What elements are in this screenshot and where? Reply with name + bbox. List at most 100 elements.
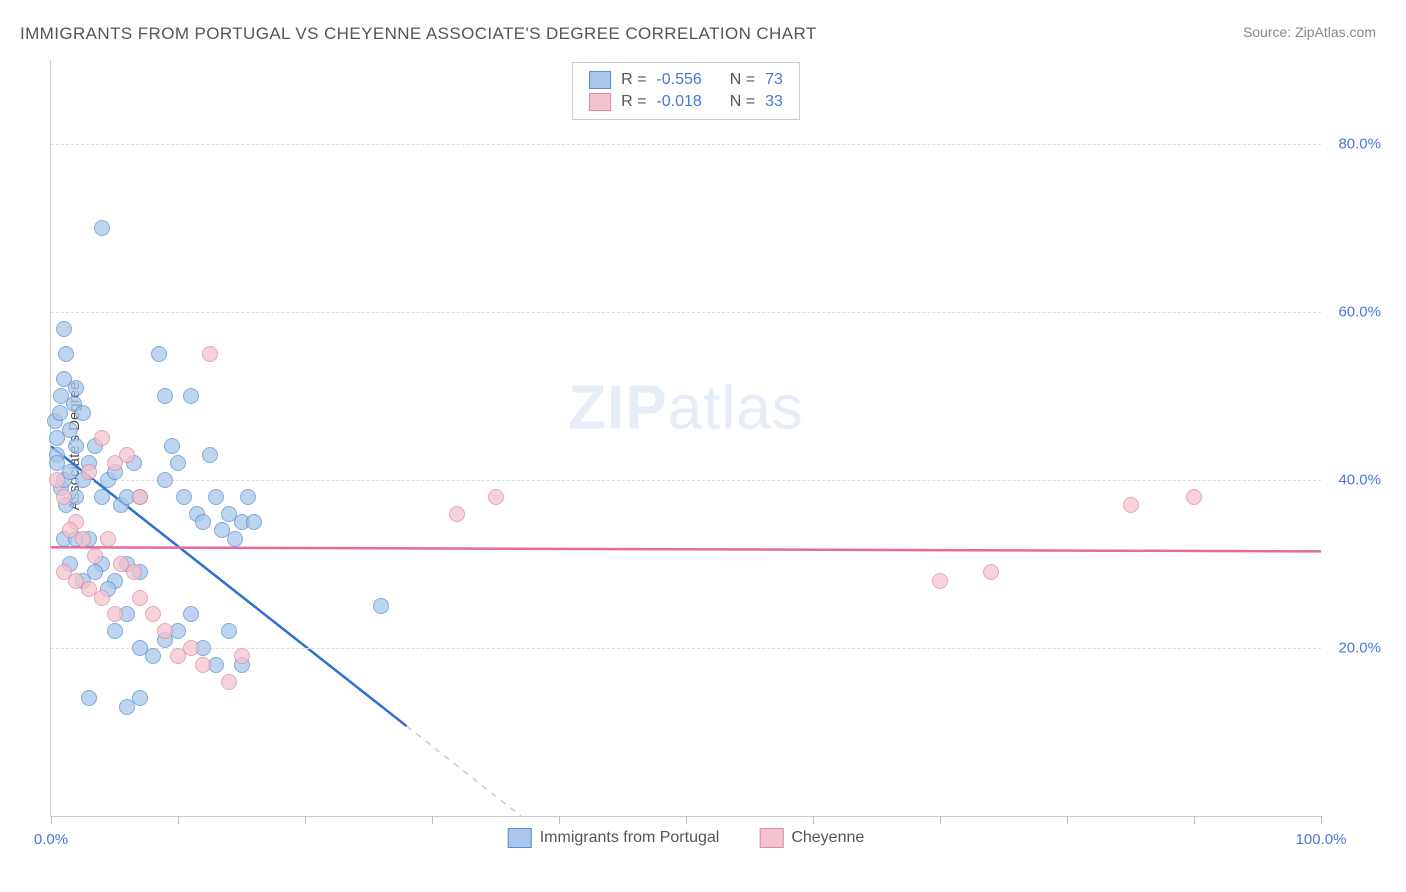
scatter-point-portugal (87, 564, 103, 580)
legend-swatch (589, 71, 611, 89)
gridline (51, 144, 1321, 145)
stats-row: R = -0.556 N = 73 (589, 69, 783, 91)
scatter-point-cheyenne (157, 623, 173, 639)
watermark-text: ZIPatlas (568, 372, 803, 443)
scatter-point-portugal (170, 455, 186, 471)
x-tick-label: 100.0% (1296, 831, 1347, 848)
scatter-point-portugal (145, 648, 161, 664)
scatter-point-cheyenne (119, 447, 135, 463)
r-value: -0.556 (656, 71, 701, 89)
scatter-point-portugal (94, 220, 110, 236)
x-tick (1194, 816, 1195, 824)
y-tick-label: 40.0% (1338, 472, 1381, 489)
scatter-point-portugal (68, 438, 84, 454)
regression-lines-svg (51, 60, 1321, 816)
legend-item: Cheyenne (759, 828, 864, 848)
scatter-point-portugal (94, 489, 110, 505)
r-label: R = (621, 71, 646, 89)
scatter-point-cheyenne (94, 430, 110, 446)
scatter-point-cheyenne (449, 506, 465, 522)
scatter-point-portugal (81, 690, 97, 706)
scatter-point-cheyenne (107, 606, 123, 622)
y-tick-label: 20.0% (1338, 640, 1381, 657)
regression-line-dashed (407, 726, 521, 816)
scatter-point-cheyenne (94, 590, 110, 606)
scatter-point-portugal (62, 422, 78, 438)
legend-swatch (508, 828, 532, 848)
gridline (51, 312, 1321, 313)
x-tick (686, 816, 687, 824)
scatter-point-cheyenne (87, 548, 103, 564)
x-tick (178, 816, 179, 824)
source-attribution: Source: ZipAtlas.com (1243, 24, 1376, 40)
x-tick (1321, 816, 1322, 824)
scatter-point-cheyenne (183, 640, 199, 656)
scatter-point-portugal (227, 531, 243, 547)
scatter-point-portugal (132, 690, 148, 706)
scatter-point-portugal (75, 405, 91, 421)
scatter-point-cheyenne (221, 674, 237, 690)
scatter-point-portugal (151, 346, 167, 362)
scatter-point-cheyenne (132, 590, 148, 606)
x-tick-label: 0.0% (34, 831, 68, 848)
x-tick (305, 816, 306, 824)
scatter-point-portugal (183, 606, 199, 622)
legend-label: Immigrants from Portugal (540, 829, 720, 847)
scatter-point-cheyenne (202, 346, 218, 362)
scatter-point-portugal (56, 321, 72, 337)
n-label: N = (730, 93, 755, 111)
x-tick (940, 816, 941, 824)
x-tick (1067, 816, 1068, 824)
n-value: 73 (765, 71, 783, 89)
y-tick-label: 80.0% (1338, 136, 1381, 153)
legend-item: Immigrants from Portugal (508, 828, 720, 848)
legend-swatch (759, 828, 783, 848)
scatter-point-portugal (240, 489, 256, 505)
correlation-stats-box: R = -0.556 N = 73 R = -0.018 N = 33 (572, 62, 800, 120)
chart-title: IMMIGRANTS FROM PORTUGAL VS CHEYENNE ASS… (20, 24, 817, 44)
gridline (51, 480, 1321, 481)
scatter-point-cheyenne (132, 489, 148, 505)
scatter-point-portugal (157, 472, 173, 488)
scatter-point-portugal (373, 598, 389, 614)
scatter-point-portugal (68, 380, 84, 396)
scatter-point-cheyenne (145, 606, 161, 622)
scatter-point-portugal (183, 388, 199, 404)
scatter-point-cheyenne (983, 564, 999, 580)
scatter-point-portugal (58, 346, 74, 362)
stats-row: R = -0.018 N = 33 (589, 91, 783, 113)
scatter-point-cheyenne (49, 472, 65, 488)
scatter-point-portugal (164, 438, 180, 454)
scatter-point-cheyenne (81, 464, 97, 480)
scatter-point-portugal (246, 514, 262, 530)
scatter-point-cheyenne (100, 531, 116, 547)
scatter-point-cheyenne (234, 648, 250, 664)
regression-line-cheyenne (51, 547, 1321, 551)
legend-swatch (589, 93, 611, 111)
chart-container: IMMIGRANTS FROM PORTUGAL VS CHEYENNE ASS… (0, 0, 1406, 892)
scatter-point-portugal (176, 489, 192, 505)
n-label: N = (730, 71, 755, 89)
x-tick (432, 816, 433, 824)
r-label: R = (621, 93, 646, 111)
scatter-point-cheyenne (1186, 489, 1202, 505)
scatter-point-portugal (195, 514, 211, 530)
scatter-point-cheyenne (1123, 497, 1139, 513)
x-tick (51, 816, 52, 824)
scatter-point-cheyenne (488, 489, 504, 505)
plot-area: ZIPatlas R =-0.556N =73R =-0.018N =33 Im… (50, 60, 1321, 817)
scatter-point-portugal (157, 388, 173, 404)
scatter-point-portugal (221, 623, 237, 639)
x-tick (813, 816, 814, 824)
y-tick-label: 60.0% (1338, 304, 1381, 321)
scatter-point-portugal (208, 489, 224, 505)
x-tick (559, 816, 560, 824)
scatter-point-cheyenne (126, 564, 142, 580)
legend-label: Cheyenne (791, 829, 864, 847)
scatter-point-portugal (202, 447, 218, 463)
scatter-point-cheyenne (75, 531, 91, 547)
scatter-point-portugal (107, 623, 123, 639)
r-value: -0.018 (656, 93, 701, 111)
scatter-point-cheyenne (195, 657, 211, 673)
n-value: 33 (765, 93, 783, 111)
